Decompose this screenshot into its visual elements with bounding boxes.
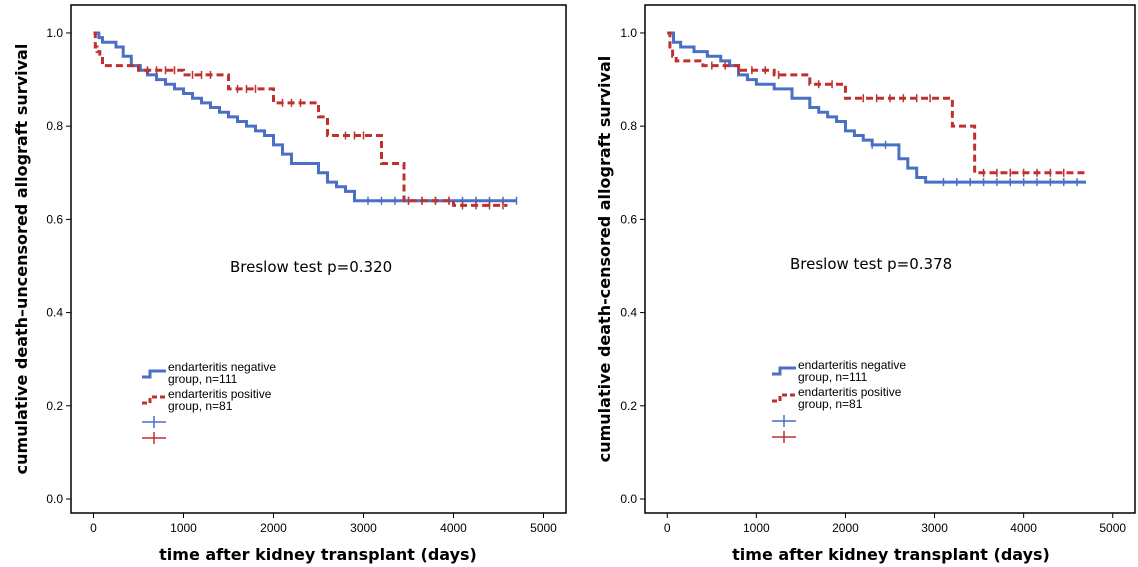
- y-tick-label: 0.4: [46, 306, 63, 320]
- series-layer: [667, 31, 1086, 187]
- right-survival-chart: 0 1000 2000 3000 4000 5000 0.0 0.2 0.4 0.6 0.8 1.0 …: [569, 0, 1138, 567]
- legend-negative-label-2: group, n=111: [798, 370, 868, 384]
- breslow-annotation: Breslow test p=0.378: [790, 255, 952, 273]
- y-tick-label: 0.6: [46, 212, 63, 226]
- y-tick-label: 1.0: [620, 26, 637, 40]
- y-axis-title: cumulative death–uncensored allograft su…: [12, 44, 31, 475]
- y-tick-label: 0.4: [620, 306, 637, 320]
- legend-positive-line-icon: [772, 393, 796, 403]
- plot-frame: [644, 4, 1136, 514]
- legend-positive-label-1: endarteritis positive: [168, 387, 272, 401]
- x-tick-label: 5000: [1099, 521, 1126, 535]
- y-tick-label: 0.8: [620, 119, 637, 133]
- legend-positive-censor-icon: [142, 432, 166, 444]
- positive-group-survival-line: [93, 31, 508, 207]
- right-chart-svg: 0 1000 2000 3000 4000 50000.00.20.40.60.81.0 …: [595, 4, 1136, 564]
- x-tick-label: 5000: [530, 521, 557, 535]
- x-tick-label: 2000: [832, 521, 859, 535]
- legend-negative-line-icon: [772, 366, 796, 376]
- legend: endarteritis negative group, n=111 endar…: [772, 358, 906, 443]
- positive-group-survival-line: [667, 31, 1086, 175]
- left-chart-svg: 0 1000 2000 3000 4000 50000.00.20.40.60.81.0 …: [12, 4, 567, 564]
- x-axis-title: time after kidney transplant (days): [732, 545, 1050, 564]
- x-tick-label: 1000: [743, 521, 770, 535]
- x-axis-title: time after kidney transplant (days): [159, 545, 477, 564]
- legend-positive-label-2: group, n=81: [168, 399, 233, 413]
- x-tick-label: 3000: [921, 521, 948, 535]
- y-tick-label: 0.2: [46, 399, 63, 413]
- legend-negative-label-2: group, n=111: [168, 372, 238, 386]
- legend-negative-censor-icon: [772, 415, 796, 427]
- x-tick-label: 0: [90, 521, 97, 535]
- series-layer: [93, 31, 518, 210]
- y-tick-label: 0.0: [620, 492, 637, 506]
- negative-group-survival-line: [93, 31, 517, 203]
- y-tick-label: 0.8: [46, 119, 63, 133]
- y-tick-label: 1.0: [46, 26, 63, 40]
- legend-positive-censor-icon: [772, 431, 796, 443]
- legend-negative-label-1: endarteritis negative: [168, 360, 276, 374]
- legend-negative-line-icon: [142, 369, 166, 379]
- negative-group-survival-line: [667, 31, 1086, 184]
- x-tick-label: 3000: [350, 521, 377, 535]
- axis-ticks: 0 1000 2000 3000 4000 5000 0.0 0.2 0.4 0.6 0.8 1.0: [46, 26, 557, 535]
- legend-positive-label-2: group, n=81: [798, 397, 863, 411]
- axis-ticks: 0 1000 2000 3000 4000 5000 0.0 0.2 0.4 0.6 0.8 1.0: [620, 26, 1126, 535]
- legend-negative-label-1: endarteritis negative: [798, 358, 906, 372]
- legend-positive-label-1: endarteritis positive: [798, 385, 902, 399]
- plot-frame: [70, 4, 567, 514]
- legend-negative-censor-icon: [142, 416, 166, 428]
- x-tick-label: 4000: [1010, 521, 1037, 535]
- x-tick-label: 1000: [170, 521, 197, 535]
- legend-positive-line-icon: [142, 395, 166, 405]
- y-tick-label: 0.0: [46, 492, 63, 506]
- left-survival-chart: 0 1000 2000 3000 4000 5000 0.0 0.2 0.4 0.6 0.8 1.0 …: [12, 4, 567, 564]
- y-tick-label: 0.6: [620, 212, 637, 226]
- y-axis-title: cumulative death-censored allograft surv…: [595, 56, 614, 463]
- y-tick-label: 0.2: [620, 399, 637, 413]
- legend: endarteritis negative group, n=111 endar…: [142, 360, 276, 444]
- breslow-annotation: Breslow test p=0.320: [230, 258, 392, 276]
- x-tick-label: 0: [664, 521, 671, 535]
- x-tick-label: 4000: [440, 521, 467, 535]
- x-tick-label: 2000: [260, 521, 287, 535]
